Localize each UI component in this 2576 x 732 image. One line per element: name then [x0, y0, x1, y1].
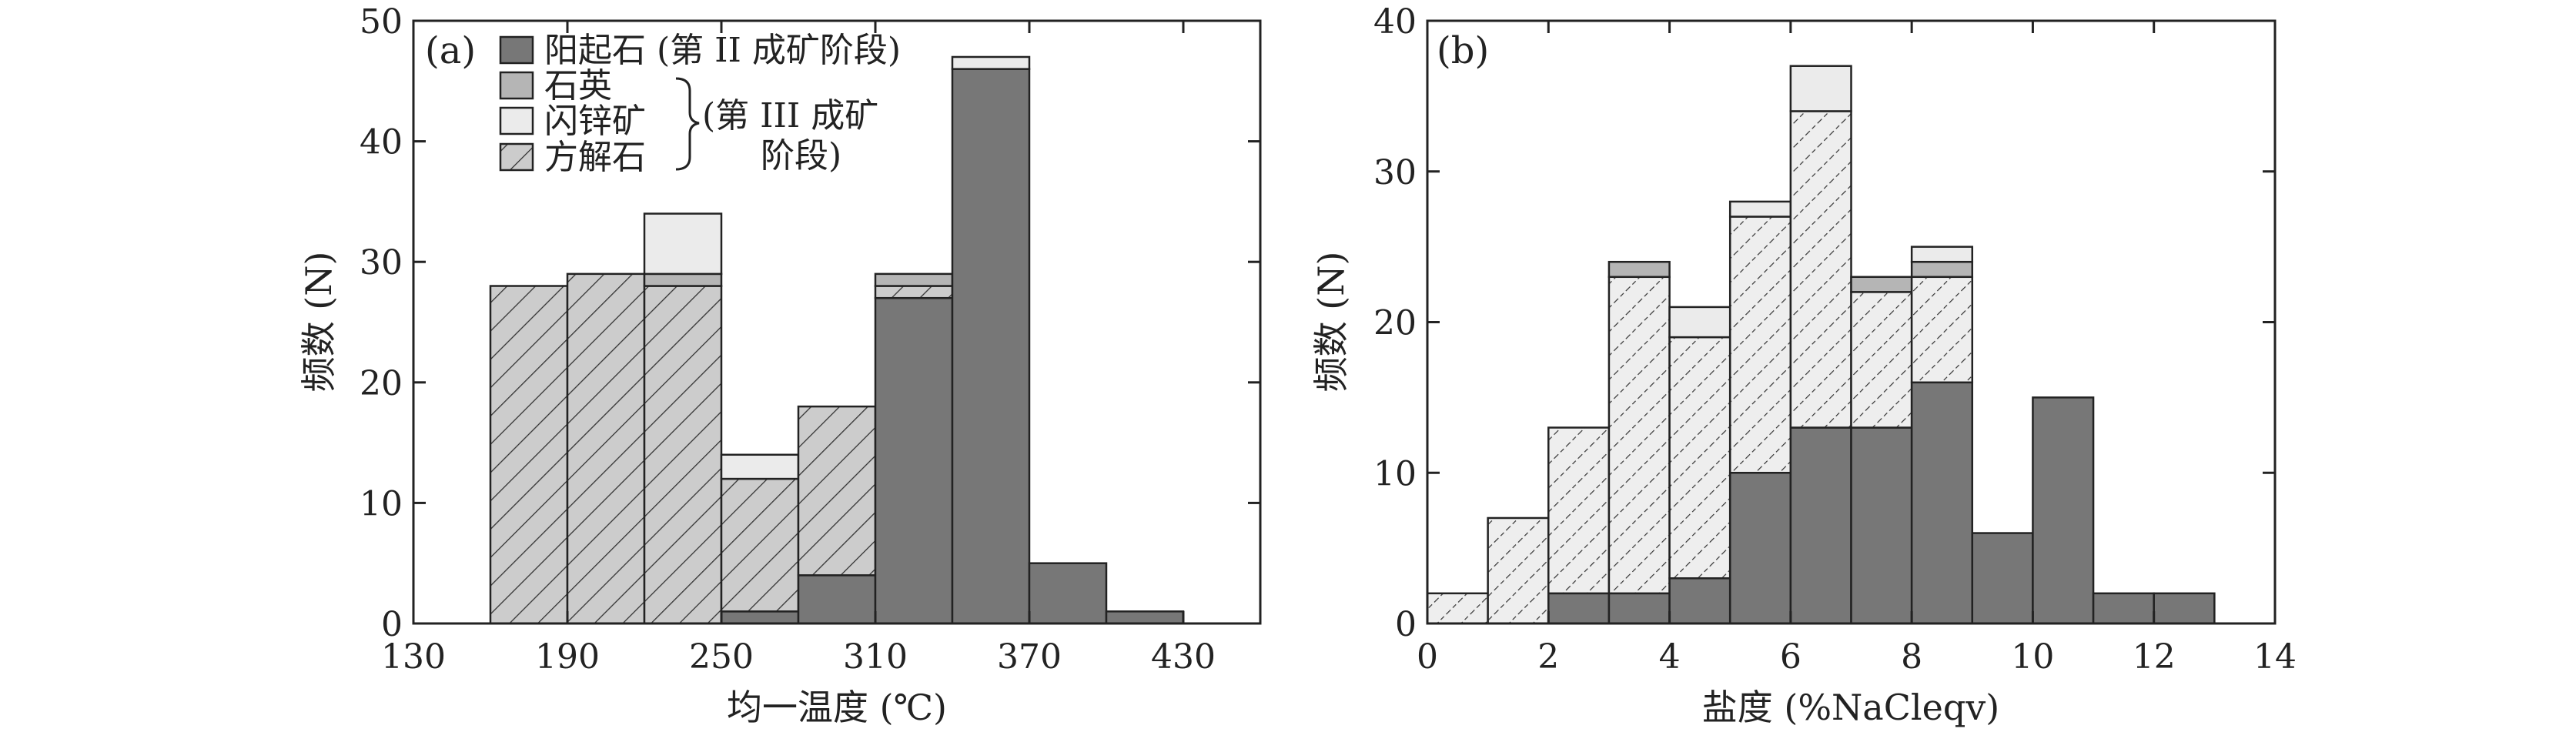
bar-a-actinolite-7: [1028, 562, 1108, 625]
bar-a-calcite-5: [874, 285, 954, 299]
panel-a-axes-frame: [412, 19, 1262, 625]
x-tick-label-a-250: 250: [689, 637, 754, 677]
bar-b-actinolite-11: [2092, 592, 2155, 625]
legend-stage3-line2: 阶段): [761, 136, 841, 175]
bar-b-calcite-3: [1607, 276, 1671, 595]
y-tick-label-a-40: 40: [360, 123, 403, 162]
bar-b-sphalerite-4: [1668, 306, 1731, 339]
bar-a-calcite-1: [566, 272, 646, 625]
panel-a-bars: [489, 55, 1185, 625]
panel-b-ylabel: 频数 (N): [1310, 252, 1352, 393]
legend-swatch-actinolite: [499, 35, 534, 65]
bar-b-actinolite-12: [2153, 592, 2216, 625]
bar-a-calcite-4: [797, 405, 877, 577]
x-tick-label-a-310: 310: [843, 637, 908, 677]
bar-a-quartz-2: [643, 272, 723, 287]
panel-b-ticks: 0 10 20 30 40 0 2 4 6 8 10 12 14: [1373, 2, 2297, 677]
panel-a-ticks: 0 10 20 30 40 50 130 190 250 310 370 430: [360, 2, 1260, 677]
bar-b-calcite-7: [1850, 291, 1913, 429]
x-tick-label-b-14: 14: [2253, 637, 2297, 677]
bar-a-calcite-2: [643, 285, 723, 625]
x-tick-label-b-10: 10: [2011, 637, 2054, 677]
bar-b-quartz-3: [1607, 260, 1671, 279]
y-tick-label-b-10: 10: [1373, 454, 1417, 493]
x-tick-label-a-130: 130: [381, 637, 446, 677]
bar-a-calcite-0: [489, 285, 569, 625]
bar-b-quartz-7: [1850, 276, 1913, 293]
bar-a-quartz-5: [874, 272, 954, 287]
legend-label-quartz: 石英: [544, 66, 612, 105]
bar-b-calcite-5: [1728, 216, 1792, 474]
bar-a-actinolite-5: [874, 296, 954, 625]
legend-swatch-quartz: [499, 71, 534, 100]
y-tick-label-a-30: 30: [360, 243, 403, 282]
legend-swatch-sphalerite: [499, 106, 534, 135]
bar-b-calcite-0: [1426, 592, 1489, 625]
bar-a-sphalerite-2: [643, 212, 723, 276]
x-tick-label-b-4: 4: [1659, 637, 1681, 677]
x-tick-label-b-6: 6: [1780, 637, 1802, 677]
bar-b-sphalerite-5: [1728, 200, 1792, 218]
y-tick-label-a-50: 50: [360, 2, 403, 42]
panel-b-xlabel: 盐度 (%NaCleqv): [1702, 687, 1999, 728]
panel-b-histogram: 0 10 20 30 40 0 2 4 6 8 10 12 14 (b) 盐度 (%NaCleqv) 频…: [1310, 2, 2297, 728]
bar-b-actinolite-3: [1607, 592, 1671, 625]
bar-a-actinolite-4: [797, 574, 877, 625]
bar-a-calcite-3: [720, 477, 800, 613]
bar-b-actinolite-4: [1668, 577, 1731, 625]
panel-a-ylabel: 频数 (N): [298, 252, 340, 393]
bar-a-actinolite-6: [951, 68, 1031, 625]
x-tick-label-a-190: 190: [535, 637, 600, 677]
bar-a-actinolite-3: [720, 610, 800, 625]
x-tick-label-a-370: 370: [997, 637, 1062, 677]
y-tick-label-a-0: 0: [381, 605, 403, 644]
bar-b-quartz-8: [1910, 260, 1974, 279]
legend-brace: [675, 77, 700, 171]
y-tick-label-b-20: 20: [1373, 304, 1417, 343]
bar-b-calcite-4: [1668, 336, 1731, 580]
bar-b-calcite-2: [1547, 426, 1611, 595]
bar-b-sphalerite-6: [1789, 65, 1852, 112]
bar-b-sphalerite-8: [1910, 246, 1974, 263]
bar-b-calcite-8: [1910, 276, 1974, 384]
panel-a-histogram: 0 10 20 30 40 50 130 190 250 310 370 430 (a) 均一温度 (…: [298, 2, 1262, 728]
bar-b-calcite-6: [1789, 110, 1852, 429]
bar-a-actinolite-8: [1105, 610, 1185, 625]
x-tick-label-b-0: 0: [1417, 637, 1438, 677]
bar-a-sphalerite-3: [720, 453, 800, 480]
legend: 阳起石 (第 II 成矿阶段) 石英 闪锌矿 方解石 (第 III 成矿 阶段): [499, 31, 901, 177]
y-tick-label-a-20: 20: [360, 364, 403, 403]
y-tick-label-b-0: 0: [1395, 605, 1417, 644]
bar-b-actinolite-6: [1789, 426, 1852, 625]
legend-stage3-line1: (第 III 成矿: [702, 96, 878, 135]
bar-b-actinolite-10: [2032, 396, 2095, 625]
panel-b-bars: [1426, 65, 2216, 625]
y-tick-label-b-30: 30: [1373, 153, 1417, 192]
x-tick-label-b-2: 2: [1537, 637, 1559, 677]
legend-label-actinolite: 阳起石 (第 II 成矿阶段): [544, 31, 901, 70]
panel-a-xlabel: 均一温度 (℃): [727, 687, 947, 728]
x-tick-label-a-430: 430: [1151, 637, 1216, 677]
bar-b-calcite-1: [1487, 516, 1550, 625]
legend-label-sphalerite: 闪锌矿: [544, 102, 646, 141]
bar-b-actinolite-7: [1850, 426, 1913, 625]
bar-b-actinolite-2: [1547, 592, 1611, 625]
bar-b-actinolite-8: [1910, 381, 1974, 625]
panel-a-label: (a): [425, 29, 476, 72]
y-tick-label-b-40: 40: [1373, 2, 1417, 42]
panel-b-label: (b): [1437, 29, 1489, 72]
y-tick-label-a-10: 10: [360, 484, 403, 523]
bar-b-actinolite-9: [1971, 532, 2034, 625]
legend-label-calcite: 方解石: [544, 138, 646, 177]
legend-swatch-calcite: [499, 142, 534, 172]
bar-b-actinolite-5: [1728, 472, 1792, 625]
bar-a-sphalerite-6: [951, 55, 1031, 70]
x-tick-label-b-8: 8: [1901, 637, 1922, 677]
x-tick-label-b-12: 12: [2133, 637, 2176, 677]
